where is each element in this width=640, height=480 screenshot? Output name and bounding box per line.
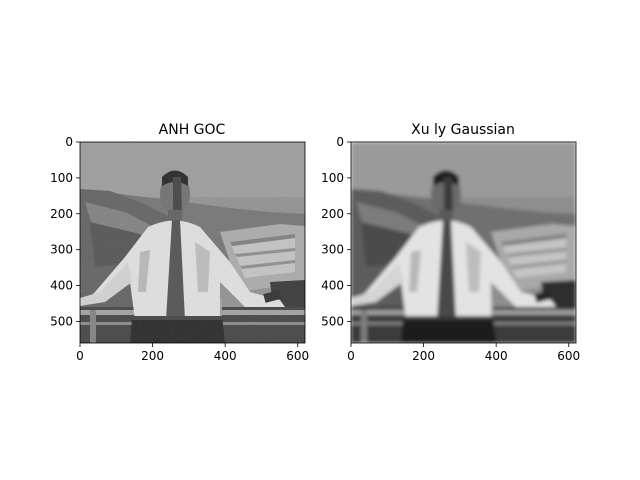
axes-frame-gaussian — [350, 141, 577, 344]
x-tick-label: 0 — [347, 349, 355, 363]
image-panel-original: ANH GOC 0 200 400 600 0 100 200 300 400 500 — [50, 122, 309, 363]
y-tick-label: 500 — [50, 314, 73, 328]
y-tick-label: 200 — [321, 207, 344, 221]
y-tick-label: 100 — [321, 171, 344, 185]
y-tick-label: 400 — [321, 279, 344, 293]
axis-ticks-gaussian: 0 200 400 600 0 100 200 300 400 500 — [321, 135, 580, 363]
x-tick-label: 600 — [286, 349, 309, 363]
image-panel-gaussian: Xu ly Gaussian 0 200 400 600 0 100 200 300 400 50… — [321, 122, 580, 363]
axis-ticks-original: 0 200 400 600 0 100 200 300 400 500 — [50, 135, 309, 363]
axes-frame-original — [79, 141, 306, 344]
x-tick-label: 600 — [557, 349, 580, 363]
x-tick-label: 400 — [214, 349, 237, 363]
x-tick-label: 200 — [412, 349, 435, 363]
y-tick-label: 100 — [50, 171, 73, 185]
y-tick-label: 0 — [336, 135, 344, 149]
y-tick-label: 500 — [321, 314, 344, 328]
y-tick-label: 400 — [50, 279, 73, 293]
y-tick-label: 300 — [50, 243, 73, 257]
x-tick-label: 200 — [141, 349, 164, 363]
y-tick-label: 300 — [321, 243, 344, 257]
panel-title-original: ANH GOC — [159, 122, 226, 138]
y-tick-label: 0 — [65, 135, 73, 149]
panel-title-gaussian: Xu ly Gaussian — [411, 122, 515, 138]
y-tick-label: 200 — [50, 207, 73, 221]
x-tick-label: 400 — [485, 349, 508, 363]
photo-gaussian — [351, 142, 576, 343]
x-tick-label: 0 — [76, 349, 84, 363]
photo-original — [80, 142, 305, 343]
